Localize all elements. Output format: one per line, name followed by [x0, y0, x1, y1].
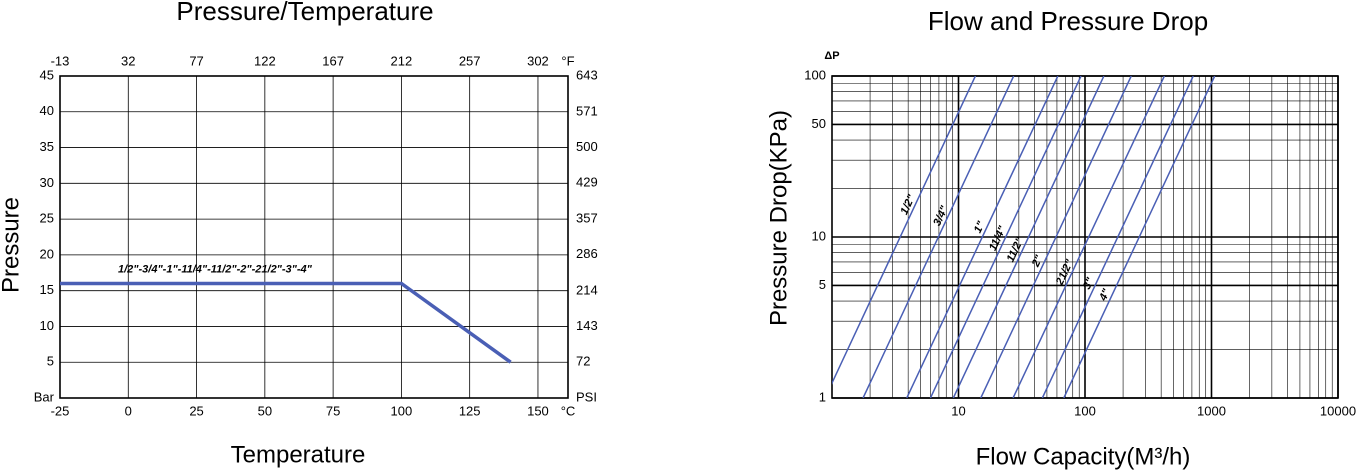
x-tick-label: 50: [258, 403, 272, 418]
x-tick-label: 25: [189, 403, 203, 418]
series-label: 1": [972, 219, 988, 235]
x-tick-label: 10000: [1320, 403, 1356, 418]
x-tick-label: 125: [459, 403, 481, 418]
y-tick-label: 1: [819, 389, 826, 404]
x-tick-label: 10: [951, 403, 965, 418]
x2-tick-label: 32: [121, 53, 135, 68]
x2-tick-label: 302: [527, 53, 549, 68]
y-tick-label: 100: [804, 67, 826, 82]
series-label: 4": [1097, 287, 1113, 304]
y2-tick-label: 214: [576, 282, 598, 297]
y2-tick-label: 72: [576, 353, 590, 368]
series-line: [929, 76, 1082, 398]
x-tick-label: 150: [527, 403, 549, 418]
x2-tick-label: 167: [322, 53, 344, 68]
series-line: [1012, 76, 1166, 398]
y-tick-label: 10: [40, 318, 54, 333]
chart: Pressure/Temperature Temperature Pressure -…: [0, 0, 598, 468]
y2-tick-label: 357: [576, 211, 598, 226]
series-label: 1/2"-3/4"-1"-11/4"-11/2"-2"-21/2"-3"-4": [118, 263, 313, 275]
series-line: [60, 281, 512, 364]
y2-tick-label: 429: [576, 175, 598, 190]
y-tick-label: 5: [819, 277, 826, 292]
y-tick-label: 15: [40, 282, 54, 297]
y-unit: ΔP: [824, 50, 839, 62]
series-line: [1063, 76, 1216, 398]
y2-tick-label: 286: [576, 246, 598, 261]
y-tick-label: 30: [40, 175, 54, 190]
y-tick-label: 45: [40, 67, 54, 82]
y-axis-title: Pressure Drop(KPa): [765, 110, 792, 326]
y-tick-label: 25: [40, 211, 54, 226]
plot-frame: [59, 75, 569, 399]
series-line: [1041, 76, 1194, 398]
y2-tick-label: 643: [576, 67, 598, 82]
x2-tick-label: 122: [254, 53, 276, 68]
chart-title: Pressure/Temperature: [176, 0, 433, 26]
x2-tick-label: -13: [51, 53, 70, 68]
plot-frame: [831, 75, 1339, 399]
x2-unit: °F: [561, 53, 574, 68]
x-tick-label: 0: [125, 403, 132, 418]
y2-tick-label: 571: [576, 103, 598, 118]
x-tick-label: 1000: [1197, 403, 1226, 418]
y2-tick-label: 500: [576, 139, 598, 154]
series-line: [980, 76, 1132, 398]
series-line: [952, 76, 1105, 398]
y2-tick-label: PSI: [576, 389, 597, 404]
series-line: [832, 76, 977, 385]
x-tick-label: 100: [1074, 403, 1096, 418]
y-tick-label: Bar: [34, 389, 55, 404]
x-axis-title: Temperature: [231, 441, 366, 468]
chart: Flow and Pressure Drop Flow Capacity(M³/h…: [765, 6, 1356, 470]
y-tick-label: 20: [40, 246, 54, 261]
y-axis-title: Pressure: [0, 197, 24, 293]
y-tick-label: 35: [40, 139, 54, 154]
x2-tick-label: 212: [391, 53, 413, 68]
x2-tick-label: 77: [189, 53, 203, 68]
y-tick-label: 40: [40, 103, 54, 118]
y-tick-label: 10: [812, 228, 826, 243]
x-axis-title: Flow Capacity(M³/h): [976, 443, 1191, 470]
y2-tick-label: 143: [576, 318, 598, 333]
series-label: 3": [1081, 275, 1097, 291]
x-tick-label: 100: [391, 403, 413, 418]
x-unit: °C: [561, 403, 576, 418]
chart-title: Flow and Pressure Drop: [928, 6, 1208, 36]
x-tick-label: 75: [326, 403, 340, 418]
series-line: [862, 76, 1015, 398]
y-tick-label: 50: [812, 116, 826, 131]
x2-tick-label: 257: [459, 53, 481, 68]
y-tick-label: 5: [47, 354, 54, 369]
x-tick-label: -25: [51, 403, 70, 418]
series-label: 2": [1029, 253, 1045, 270]
series-line: [906, 76, 1059, 398]
